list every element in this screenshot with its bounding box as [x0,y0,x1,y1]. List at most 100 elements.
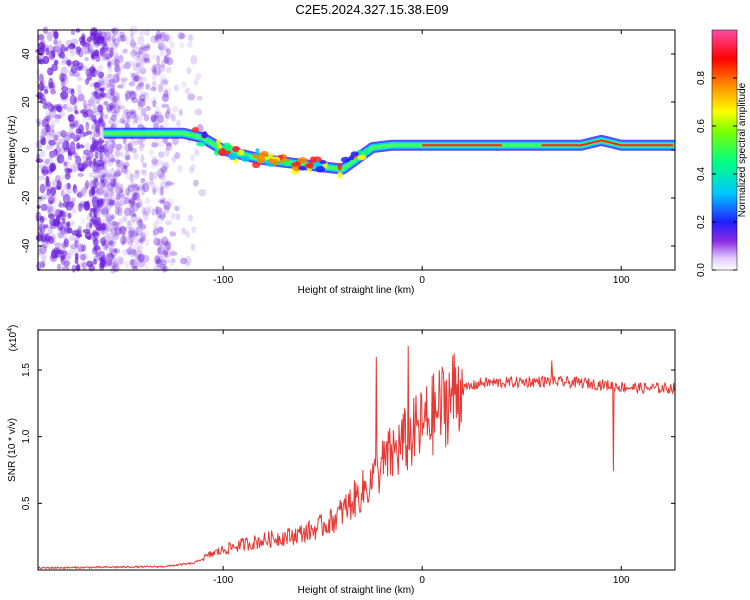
noise-dot [109,167,116,178]
noise-dot [90,93,96,101]
noise-dot [162,119,170,128]
noise-dot [151,54,159,60]
noise-dot [66,221,71,228]
noise-dot [46,103,52,111]
noise-dot [113,55,119,61]
noise-dot [110,248,117,258]
ridge-blob [191,126,199,133]
noise-dot [106,232,111,239]
noise-dot [60,73,68,83]
noise-dot [112,221,120,227]
noise-dot [64,46,69,52]
noise-dot [175,119,181,127]
noise-dot [125,226,133,233]
noise-dot [144,93,150,101]
noise-dot [117,84,124,89]
noise-dot [51,49,56,58]
noise-dot [158,255,165,262]
noise-dot [171,258,176,264]
noise-dot [114,58,120,67]
noise-dot [115,143,123,151]
noise-dot [70,220,76,227]
noise-dot [82,116,88,124]
noise-dot [108,184,116,193]
noise-dot [103,246,108,251]
noise-dot [86,214,92,222]
noise-dot [83,183,89,192]
noise-dot [104,52,113,60]
noise-dot [122,164,128,170]
noise-dot [106,73,113,79]
noise-dot [58,138,64,145]
noise-dot [92,147,99,152]
snr-y-ticks: 0.5 1.0 1.5 [21,363,675,510]
noise-dot [90,64,95,70]
noise-dot [111,200,119,207]
noise-dot [113,172,121,177]
noise-dot [69,123,76,129]
noise-dot [138,253,144,263]
noise-dot [150,96,158,106]
noise-dot [132,62,138,71]
noise-dot [108,78,115,87]
noise-dot [102,173,107,178]
noise-dot [118,227,123,236]
noise-dot [60,255,67,260]
noise-dot [163,138,168,143]
noise-dot [151,142,159,148]
noise-dot [137,259,146,268]
noise-dot [152,188,157,196]
noise-dot [92,158,97,168]
noise-dot [165,141,172,147]
noise-dot [142,211,149,221]
snr-scale-label: (x104) [7,325,19,352]
noise-dot [69,92,75,100]
noise-dot [121,232,128,237]
ridge-blob [216,139,221,145]
noise-dot [35,140,43,149]
noise-dot [157,198,166,203]
noise-dot [54,115,60,123]
noise-dot [93,150,99,158]
noise-dot [77,76,83,82]
x-tick-label: -100 [213,275,233,286]
noise-dot [61,132,66,138]
noise-dot [100,219,108,229]
noise-dot [127,230,132,239]
noise-dot [136,84,143,90]
noise-dot [107,105,112,112]
noise-dot [83,78,89,86]
noise-dot [61,241,67,249]
noise-dot [111,77,117,85]
noise-dot [170,115,176,123]
noise-dot [112,38,120,47]
noise-dot [157,247,162,255]
noise-dot [69,132,76,139]
noise-dot [47,54,56,61]
noise-dot [108,254,115,259]
noise-dot [114,204,121,209]
noise-dot [142,162,147,168]
noise-dot [55,44,61,52]
noise-dot [121,49,128,55]
noise-dot [141,185,146,196]
noise-dot [103,113,109,120]
noise-dot [69,49,75,57]
noise-dot [134,227,142,233]
noise-dot [101,81,106,86]
noise-dot [124,143,132,153]
noise-dot [108,78,116,83]
noise-dot [128,206,135,213]
noise-dot [115,148,120,158]
noise-dot [153,115,160,124]
noise-dot [103,189,110,198]
noise-dot [150,66,157,73]
noise-dot [50,105,59,112]
noise-dot [109,224,115,232]
noise-dot [177,165,183,173]
noise-dot [111,214,115,220]
noise-dot [105,103,113,112]
noise-dot [76,142,81,150]
noise-dot [107,201,114,208]
noise-dot [145,105,151,111]
